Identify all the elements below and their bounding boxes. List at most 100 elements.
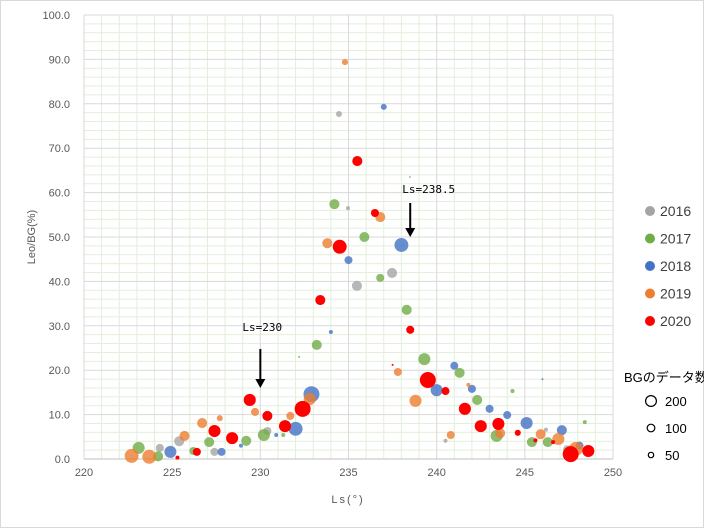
bubble-2020 xyxy=(406,325,415,334)
size-legend-circle xyxy=(644,394,658,408)
bubble-2016 xyxy=(387,267,398,278)
size-legend-label: 200 xyxy=(665,394,687,409)
bubble-2017 xyxy=(401,304,412,315)
y-tick-label: 20.0 xyxy=(49,365,70,377)
bubble-2017 xyxy=(510,389,515,394)
legend-label-2019: 2019 xyxy=(660,286,691,302)
y-tick-label: 30.0 xyxy=(49,321,70,333)
bubble-2020 xyxy=(391,363,394,366)
legend-marker-2019 xyxy=(645,288,655,299)
bubble-2019 xyxy=(197,418,208,429)
bubble-2018 xyxy=(380,103,387,110)
bubble-2020 xyxy=(370,208,379,218)
bubble-2017 xyxy=(257,428,270,442)
legend-label-2017: 2017 xyxy=(660,231,691,247)
bubble-2020 xyxy=(294,400,311,417)
legend-label-2018: 2018 xyxy=(660,258,691,274)
bubble-2016 xyxy=(155,443,164,452)
bubble-2019 xyxy=(446,430,455,440)
bubble-2018 xyxy=(450,361,459,370)
bubble-2017 xyxy=(298,355,301,358)
bubble-2018 xyxy=(164,445,177,458)
bubble-2018 xyxy=(288,421,303,436)
bubble-2020 xyxy=(551,440,556,445)
bubble-2020 xyxy=(278,420,292,433)
bubble-2016 xyxy=(543,427,549,432)
bubble-2020 xyxy=(514,429,521,436)
bubble-2017 xyxy=(472,394,483,405)
bubble-2018 xyxy=(430,384,443,397)
bubble-2018 xyxy=(541,378,544,381)
size-legend-circle xyxy=(647,451,655,459)
bubble-2020 xyxy=(262,410,273,421)
bubble-2016 xyxy=(443,438,448,443)
bubble-2020 xyxy=(441,387,450,396)
size-legend-label: 100 xyxy=(665,421,687,436)
bubble-2017 xyxy=(376,273,385,282)
bubble-2020 xyxy=(226,432,239,445)
arrow-head-icon xyxy=(405,228,416,237)
bubble-2020 xyxy=(419,371,436,388)
y-tick-label: 10.0 xyxy=(49,410,70,422)
bubble-2020 xyxy=(352,156,363,167)
bubble-2020 xyxy=(332,239,347,254)
y-tick-label: 80.0 xyxy=(49,99,70,111)
bubble-2020 xyxy=(533,438,538,443)
bubble-2018 xyxy=(467,384,476,393)
bubble-2017 xyxy=(454,367,465,378)
bubble-2017 xyxy=(542,437,553,448)
legend-marker-2016 xyxy=(645,206,655,216)
bubble-2018 xyxy=(328,330,333,335)
bubble-2019 xyxy=(341,59,348,66)
x-axis-label: Ls(°) xyxy=(331,494,364,506)
bubble-2018 xyxy=(344,256,353,265)
bubble-2016 xyxy=(351,280,362,291)
bubble-2019 xyxy=(466,382,471,387)
bubble-2017 xyxy=(359,231,370,243)
bubble-2019 xyxy=(142,449,157,464)
legend-label-2020: 2020 xyxy=(660,313,691,329)
bubble-2020 xyxy=(492,417,505,430)
legend-marker-2018 xyxy=(645,261,655,271)
bubble-2019 xyxy=(124,448,139,463)
bubble-2016 xyxy=(345,206,350,211)
legend-marker-2017 xyxy=(645,233,655,244)
y-tick-label: 40.0 xyxy=(49,276,70,288)
bubble-2016 xyxy=(210,447,219,456)
bubble-2020 xyxy=(458,402,471,415)
bubble-2020 xyxy=(562,446,579,463)
bubble-2016 xyxy=(335,110,342,118)
bubble-2019 xyxy=(535,429,546,440)
bubble-2017 xyxy=(311,339,322,350)
annotation-label: Ls=230 xyxy=(242,321,282,334)
legend-marker-2020 xyxy=(645,316,655,326)
bubble-2019 xyxy=(409,394,422,407)
bubble-2017 xyxy=(582,420,587,425)
x-tick-label: 235 xyxy=(339,467,357,479)
size-legend-label: 50 xyxy=(665,448,679,463)
bubble-2019 xyxy=(393,367,402,377)
y-tick-label: 70.0 xyxy=(49,143,70,155)
bubble-2020 xyxy=(208,424,221,438)
bubble-2019 xyxy=(251,407,260,416)
bubble-2018 xyxy=(503,411,512,420)
bubble-2019 xyxy=(179,430,190,441)
x-tick-label: 220 xyxy=(75,467,93,479)
annotation-label: Ls=238.5 xyxy=(402,183,455,196)
bubble-2018 xyxy=(238,443,243,448)
y-tick-label: 0.0 xyxy=(55,454,70,466)
x-tick-label: 250 xyxy=(604,467,622,479)
y-axis-label: Leo/BG(%) xyxy=(26,210,38,264)
x-tick-label: 230 xyxy=(251,467,269,479)
bubble-2017 xyxy=(418,353,431,366)
bubble-2019 xyxy=(322,238,333,249)
bubble-2019 xyxy=(495,428,506,439)
bubble-2018 xyxy=(485,404,494,413)
bubble-2017 xyxy=(329,199,340,210)
bubble-2018 xyxy=(556,425,567,436)
x-tick-label: 225 xyxy=(163,467,181,479)
size-legend-title: BGのデータ数 xyxy=(624,370,704,385)
arrow-head-icon xyxy=(255,378,266,388)
